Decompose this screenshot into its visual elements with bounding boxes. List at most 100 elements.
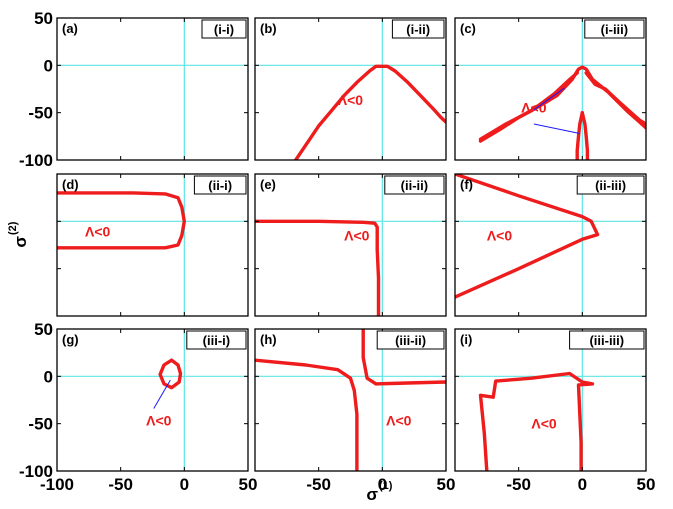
- case-label-box: [201, 19, 247, 39]
- annotation-arrow: [153, 379, 171, 409]
- panel-label: (d): [62, 177, 79, 192]
- panel-label: (a): [62, 21, 78, 36]
- panel-frame: [56, 17, 249, 161]
- x-tick-label: 50: [637, 475, 656, 494]
- case-label-box: [569, 330, 645, 350]
- case-label: (iii-i): [203, 333, 230, 348]
- panel-c: (c) (i-iii) Λ<0: [454, 17, 647, 161]
- y-axis-label: σ: [11, 236, 30, 248]
- annotation-arrow: [533, 123, 580, 134]
- series-group: [478, 65, 646, 160]
- annotation-lambda: Λ<0: [521, 100, 547, 116]
- case-label: (i-ii): [406, 22, 430, 37]
- case-label-box: [186, 330, 247, 350]
- x-tick-label: 50: [437, 475, 456, 494]
- y-tick-label: -100: [19, 151, 53, 170]
- x-tick-label: -100: [40, 475, 74, 494]
- y-tick-label: 0: [44, 367, 53, 386]
- y-axis-label-sup: (2): [7, 221, 19, 235]
- series-curve-5: [580, 111, 590, 160]
- panel-label: (b): [260, 21, 277, 36]
- x-tick-label: -50: [306, 475, 331, 494]
- y-tick-label: 50: [34, 320, 53, 339]
- series-curve-1: [455, 174, 600, 299]
- annotation-lambda: Λ<0: [386, 413, 412, 429]
- series-group: [455, 174, 600, 299]
- case-label-box: [376, 330, 445, 350]
- annotation-lambda: Λ<0: [487, 227, 513, 243]
- case-label-box: [384, 175, 445, 195]
- y-tick-label: -100: [19, 462, 53, 481]
- panel-label: (h): [260, 332, 277, 347]
- panel-h: (h) (iii-ii) Λ<0 -50 0 50: [254, 328, 456, 494]
- panel-frame: [454, 173, 647, 317]
- x-tick-label: 50: [239, 475, 258, 494]
- annotation-lambda: Λ<0: [338, 92, 364, 108]
- panel-d: (d) (ii-i) Λ<0: [56, 173, 249, 317]
- panel-frame: [454, 328, 647, 472]
- series-group: [158, 358, 183, 390]
- series-group: [255, 329, 446, 471]
- panel-frame: [254, 173, 447, 317]
- x-axis-label-sup: (1): [379, 480, 393, 492]
- annotation-lambda: Λ<0: [85, 223, 111, 239]
- y-axis-label-group: σ (2): [7, 221, 30, 247]
- series-curve-4: [575, 111, 584, 160]
- panel-label: (e): [260, 177, 276, 192]
- case-label: (ii-i): [208, 178, 232, 193]
- panel-frame: [254, 17, 447, 161]
- axis-labels-layer: σ (1) σ (2): [7, 221, 393, 504]
- case-label-box: [391, 19, 445, 39]
- case-label: (ii-iii): [595, 178, 626, 193]
- series-curve-1: [57, 191, 186, 250]
- panel-frame: [254, 328, 447, 472]
- case-label-box: [576, 175, 645, 195]
- panel-frame: [454, 17, 647, 161]
- series-curve-2: [478, 71, 579, 141]
- case-label: (ii-ii): [401, 178, 428, 193]
- annotation-arrow: [533, 87, 565, 111]
- series-curve-2: [361, 329, 446, 386]
- x-tick-label: -50: [108, 475, 133, 494]
- series-curve-1: [255, 358, 359, 471]
- series-group: [294, 64, 446, 160]
- panel-label: (c): [460, 21, 476, 36]
- panel-b: (b) (i-ii) Λ<0: [254, 17, 447, 161]
- x-tick-label: 0: [180, 475, 189, 494]
- y-tick-label: -50: [28, 104, 53, 123]
- panel-i: (i) (iii-iii) Λ<0 -50 0 50: [454, 328, 656, 494]
- panel-f: (f) (ii-iii) Λ<0: [454, 173, 647, 317]
- case-label-box: [193, 175, 247, 195]
- panel-frame: [56, 328, 249, 472]
- case-label: (iii-ii): [395, 333, 426, 348]
- x-tick-label: 0: [578, 475, 587, 494]
- panel-label: (i): [460, 332, 472, 347]
- series-curve-1: [478, 371, 595, 471]
- annotation-lambda: Λ<0: [146, 413, 172, 429]
- y-tick-label: -50: [28, 415, 53, 434]
- x-tick-label: 0: [378, 475, 387, 494]
- panel-label: (g): [62, 332, 79, 347]
- x-axis-label: σ: [366, 485, 378, 504]
- annotation-lambda: Λ<0: [344, 227, 370, 243]
- annotation-lambda: Λ<0: [531, 415, 557, 431]
- x-tick-label: -50: [506, 475, 531, 494]
- case-label: (i-i): [214, 22, 234, 37]
- panel-a: (a) (i-i) 50 0 -50 -100: [19, 9, 249, 170]
- series-group: [57, 191, 186, 250]
- panel-g: (g) (iii-i) Λ<0 50 0 -50 -100-100 -50 0 50: [19, 320, 257, 494]
- series-group: [478, 371, 595, 471]
- y-tick-label: 50: [34, 9, 53, 28]
- case-label: (i-iii): [601, 22, 628, 37]
- panel-label: (f): [460, 177, 473, 192]
- series-curve-3: [584, 71, 646, 126]
- case-label: (iii-iii): [589, 333, 624, 348]
- panel-e: (e) (ii-ii) Λ<0: [254, 173, 447, 317]
- case-label-box: [584, 19, 645, 39]
- y-tick-label: 0: [44, 56, 53, 75]
- series-curve-1: [255, 219, 381, 316]
- series-curve-1: [294, 64, 446, 160]
- series-group: [255, 219, 381, 316]
